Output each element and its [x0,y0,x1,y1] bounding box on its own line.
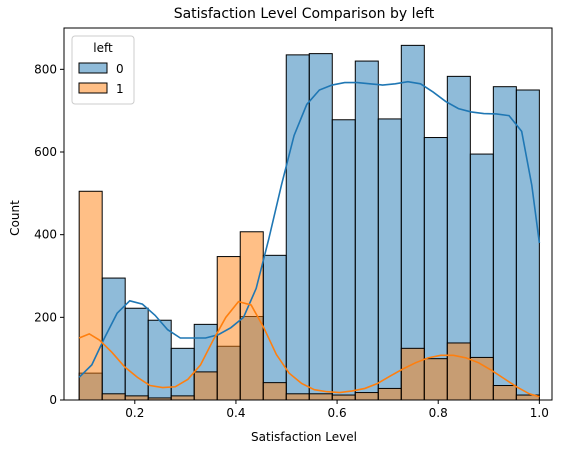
bar-series-1-bin-18 [492,385,517,401]
y-tick-label: 400 [34,228,57,242]
y-tick-label: 800 [34,62,57,76]
bar-series-0-bin-14 [400,44,425,401]
bar-series-0-bin-19 [515,89,540,401]
x-tick-label: 0.4 [226,406,245,420]
x-tick-label: 0.8 [429,406,448,420]
bar-series-1-bin-2 [124,395,149,401]
legend-swatch-series-0 [78,62,108,74]
bar-series-1-bin-5 [193,371,218,401]
x-tick-label: 0.2 [125,406,144,420]
bar-series-1-bin-0 [78,190,103,401]
x-axis-label: Satisfaction Level [251,430,357,444]
bar-series-0-bin-11 [331,119,356,401]
bar-series-0-bin-10 [308,53,333,401]
y-axis-label: Count [8,200,22,236]
bar-series-1-bin-13 [377,387,402,401]
legend-label-series-1: 1 [116,82,124,96]
kde-line-series-0 [78,80,541,378]
bar-series-1-bin-12 [354,392,379,401]
x-axis: 0.2 0.4 0.6 0.8 1.0 [125,400,549,420]
x-tick-label: 1.0 [530,406,549,420]
kde-line-series-1 [78,300,540,398]
legend-swatch-series-1 [78,82,108,94]
legend: left 0 1 [71,35,135,105]
bar-series-1-bin-14 [400,347,425,401]
bar-series-0-bin-4 [170,347,195,401]
bar-series-1-bin-1 [101,393,126,401]
plot-frame [63,27,553,401]
bar-series-1-bin-15 [423,358,448,401]
y-tick-label: 200 [34,310,57,324]
bar-series-0-bin-12 [354,60,379,401]
bar-series-0-bin-13 [377,118,402,401]
x-tick-label: 0.6 [328,406,347,420]
y-axis: 0 200 400 600 800 [34,62,64,407]
kde-layer [78,80,541,398]
bar-series-0-bin-1 [101,277,126,401]
bars-layer [78,44,540,401]
bar-series-0-bin-18 [492,86,517,401]
bar-series-1-bin-9 [285,393,310,401]
legend-label-series-0: 0 [116,62,124,76]
bar-series-0-bin-2 [124,307,149,401]
bar-series-1-bin-4 [170,395,195,401]
bar-series-1-bin-11 [331,394,356,401]
bar-series-1-bin-8 [262,382,287,401]
y-tick-label: 0 [49,393,57,407]
bar-series-0-bin-8 [262,254,287,401]
bar-series-1-bin-10 [308,393,333,401]
legend-title: left [93,41,113,55]
chart-title: Satisfaction Level Comparison by left [174,6,435,22]
bar-series-1-bin-16 [446,342,471,401]
y-tick-label: 600 [34,145,57,159]
